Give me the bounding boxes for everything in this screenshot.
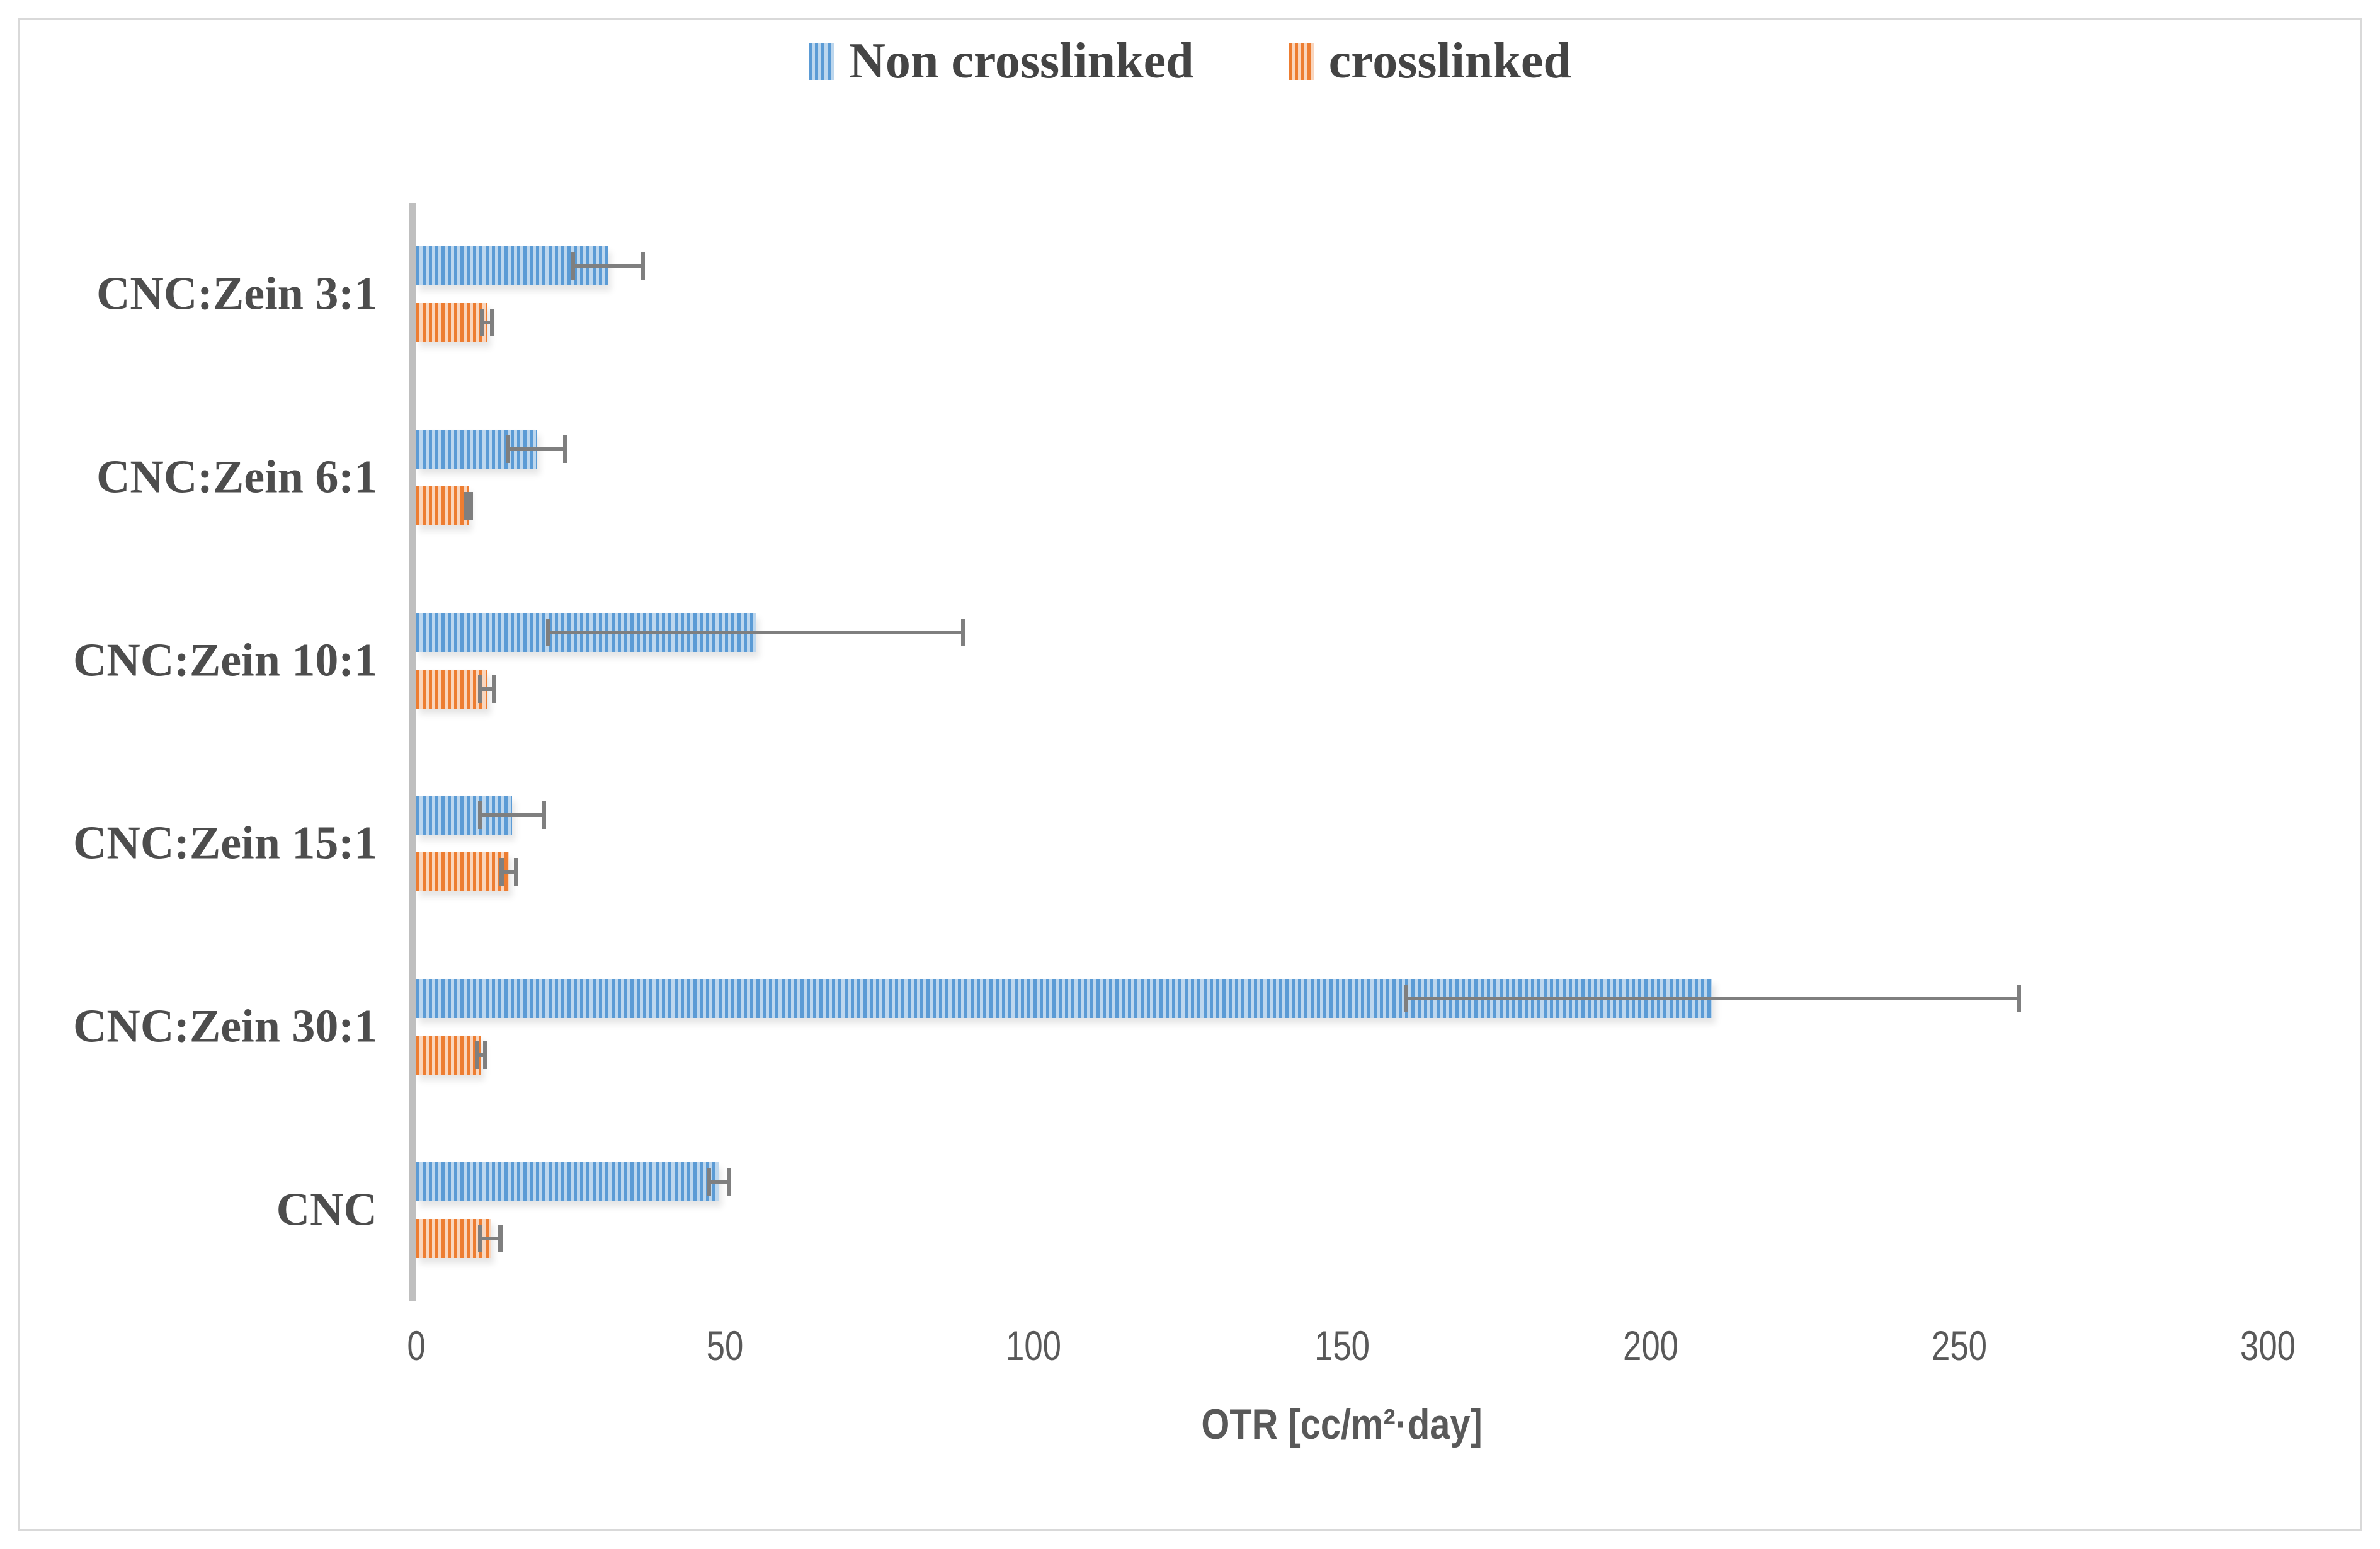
- error-bar-cap-left: [478, 801, 482, 830]
- x-tick-label: 300: [2240, 1322, 2296, 1369]
- bar-crosslinked: [416, 1035, 481, 1075]
- error-bar-cap-left: [1404, 984, 1408, 1012]
- error-bar-line: [499, 870, 518, 874]
- category-label: CNC:Zein 30:1: [72, 1000, 377, 1053]
- error-bar-line: [475, 1053, 487, 1057]
- error-bar-cap-right: [640, 252, 645, 280]
- error-bar-cap-right: [961, 618, 966, 646]
- bar-row: CNC: [276, 1118, 2268, 1301]
- error-bar-cap-right: [541, 801, 546, 830]
- bar-row: CNC:Zein 6:1: [96, 386, 2268, 569]
- error-bar-crosslinked: [499, 858, 518, 886]
- error-bar-cap-left: [464, 491, 469, 520]
- bar-crosslinked: [416, 669, 487, 709]
- category-label: CNC:Zein 3:1: [96, 268, 377, 320]
- category-label: CNC: [276, 1184, 377, 1236]
- error-bar-cap-left: [571, 252, 575, 280]
- bar-crosslinked: [416, 1218, 491, 1258]
- x-axis: 0 50 100 150 200 250 300: [407, 1322, 2296, 1369]
- error-bar-line: [506, 447, 568, 451]
- error-bar-line: [571, 264, 645, 268]
- error-bar-cap-left: [478, 1224, 482, 1252]
- x-axis-title-text: OTR [cc/m²·day]: [1201, 1400, 1483, 1448]
- legend-label: Non crosslinked: [849, 33, 1194, 89]
- error-bar-line: [479, 321, 495, 325]
- error-bar-line: [478, 687, 497, 691]
- error-bar-cap-right: [2017, 984, 2021, 1012]
- legend-item-crosslinked: crosslinked: [1288, 33, 1571, 90]
- error-bar-non-crosslinked: [571, 252, 645, 280]
- error-bar-non-crosslinked: [506, 435, 568, 463]
- chart-border: [18, 18, 2362, 1531]
- bar-row: CNC:Zein 10:1: [73, 569, 2268, 752]
- x-tick-label: 150: [1314, 1322, 1370, 1369]
- error-bar-cap-left: [475, 1041, 480, 1069]
- error-bar-crosslinked: [475, 1041, 487, 1069]
- legend-item-non-crosslinked: Non crosslinked: [809, 33, 1194, 90]
- x-axis-title: OTR [cc/m²·day]: [416, 1400, 2268, 1449]
- plot-area: CNC:Zein 3:1 CNC:Zein 6:1 CNC:Zein 10:1 CNC…: [73, 203, 2268, 1301]
- error-bar-cap-left: [706, 1167, 711, 1196]
- bar-row: CNC:Zein 3:1: [96, 203, 2268, 386]
- x-tick-label: 250: [1931, 1322, 1988, 1369]
- error-bar-non-crosslinked: [1404, 984, 2021, 1012]
- x-tick-label: 100: [1005, 1322, 1062, 1369]
- x-tick-label: 0: [407, 1322, 426, 1369]
- error-bar-non-crosslinked: [706, 1167, 731, 1196]
- error-bar-cap-right: [492, 675, 497, 703]
- error-bar-crosslinked: [464, 491, 474, 520]
- error-bar-line: [706, 1179, 731, 1184]
- legend-swatch-icon: [809, 43, 834, 80]
- legend: Non crosslinked crosslinked: [0, 33, 2380, 90]
- error-bar-line: [1404, 996, 2021, 1000]
- error-bar-cap-right: [726, 1167, 731, 1196]
- x-tick-label: 200: [1622, 1322, 1679, 1369]
- x-tick-label: 50: [706, 1322, 744, 1369]
- error-bar-cap-right: [490, 309, 495, 337]
- bar-row: CNC:Zein 30:1: [73, 935, 2268, 1119]
- bar-crosslinked: [416, 303, 487, 343]
- error-bar-cap-right: [513, 858, 518, 886]
- error-bar-cap-right: [482, 1041, 487, 1069]
- error-bar-line: [478, 813, 546, 818]
- error-bar-line: [545, 630, 966, 634]
- bar-crosslinked: [416, 852, 509, 892]
- category-label: CNC:Zein 10:1: [72, 634, 377, 687]
- error-bar-cap-left: [478, 675, 482, 703]
- error-bar-cap-right: [469, 491, 474, 520]
- y-axis-line: [409, 203, 416, 1301]
- bar-crosslinked: [416, 486, 469, 525]
- error-bar-non-crosslinked: [545, 618, 966, 646]
- error-bar-cap-left: [479, 309, 484, 337]
- bar-row: CNC:Zein 15:1: [73, 752, 2268, 935]
- error-bar-crosslinked: [479, 309, 495, 337]
- error-bar-non-crosslinked: [478, 801, 546, 830]
- bar-non-crosslinked: [416, 1162, 719, 1201]
- legend-swatch-icon: [1288, 43, 1314, 80]
- category-label: CNC:Zein 6:1: [96, 451, 377, 503]
- error-bar-cap-right: [498, 1224, 503, 1252]
- error-bar-cap-left: [506, 435, 511, 463]
- error-bar-cap-left: [499, 858, 504, 886]
- error-bar-cap-right: [563, 435, 568, 463]
- error-bar-line: [478, 1236, 503, 1240]
- error-bar-crosslinked: [478, 1224, 503, 1252]
- legend-label: crosslinked: [1328, 33, 1571, 89]
- category-label: CNC:Zein 15:1: [72, 817, 377, 869]
- error-bar-cap-left: [545, 618, 550, 646]
- error-bar-crosslinked: [478, 675, 497, 703]
